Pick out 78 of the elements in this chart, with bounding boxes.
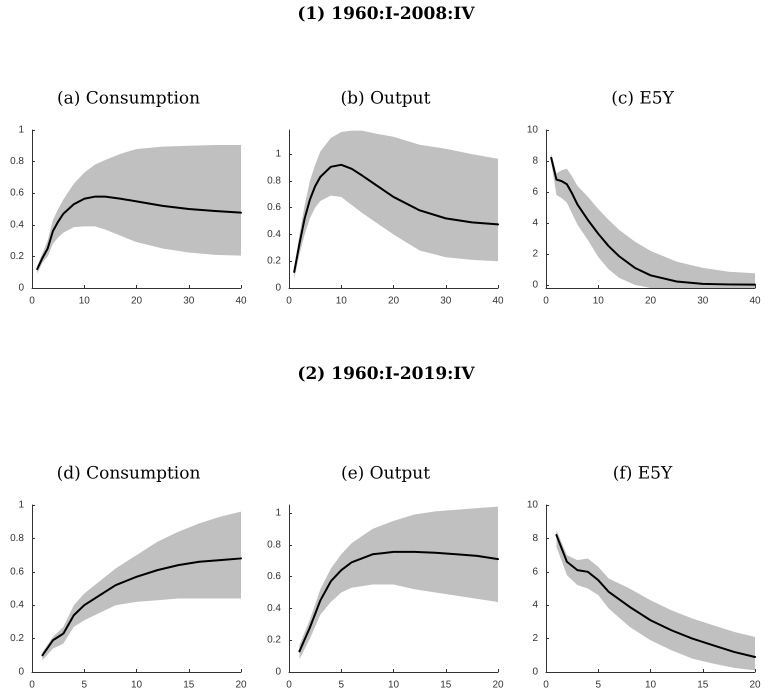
y-tick-label: 0 — [532, 666, 538, 678]
x-tick-label: 20 — [130, 296, 142, 306]
y-tick-label: 1 — [18, 124, 24, 136]
y-tick-label: 0 — [532, 279, 538, 290]
x-tick-label: 0 — [543, 296, 550, 306]
y-tick-label: 0.2 — [10, 633, 24, 644]
x-tick-label: 20 — [644, 296, 656, 306]
x-tick-label: 20 — [235, 680, 247, 690]
y-tick-label: 8 — [532, 532, 538, 544]
y-tick-label: 0.6 — [267, 571, 282, 582]
text: (1) 1960:I-2008:IV — [296, 4, 476, 24]
y-tick-label: 0.2 — [10, 250, 24, 262]
x-tick-label: 5 — [81, 680, 88, 690]
x-tick-label: 5 — [595, 680, 602, 690]
y-tick-label: 4 — [532, 217, 538, 228]
line-series — [41, 557, 242, 656]
y-tick-label: 0.8 — [10, 156, 24, 168]
x-tick-label: 0 — [29, 680, 36, 690]
line-series — [36, 196, 242, 270]
x-tick-label: 0 — [543, 680, 550, 690]
y-tick-label: 0 — [275, 282, 282, 294]
x-tick-label: 20 — [492, 680, 504, 690]
x-tick-label: 5 — [338, 680, 344, 690]
chart-title: (b) Output — [340, 88, 431, 108]
x-tick-label: 15 — [183, 680, 195, 690]
x-tick-label: 10 — [130, 680, 142, 690]
y-tick-label: 0.4 — [267, 228, 282, 240]
x-tick-label: 0 — [286, 680, 292, 690]
y-tick-label: 1 — [18, 500, 24, 510]
y-tick-label: 8 — [532, 155, 538, 166]
y-tick-label: 10 — [526, 500, 538, 510]
y-tick-label: 0.6 — [10, 566, 24, 578]
x-tick-label: 10 — [78, 296, 90, 306]
y-tick-label: 0 — [18, 282, 24, 294]
y-tick-label: 0 — [18, 666, 24, 678]
y-tick-label: 1 — [275, 507, 282, 518]
y-tick-label: 0.4 — [10, 600, 24, 611]
y-tick-label: 0.8 — [267, 175, 282, 186]
y-tick-label: 4 — [532, 600, 538, 611]
x-tick-label: 30 — [440, 296, 452, 306]
x-tick-label: 0 — [29, 296, 36, 306]
y-tick-label: 1 — [275, 148, 282, 160]
y-tick-label: 10 — [526, 124, 538, 136]
line-series — [293, 164, 499, 273]
y-tick-label: 0.6 — [10, 188, 24, 199]
chart-title: (f) E5Y — [612, 464, 673, 484]
x-tick-label: 20 — [749, 680, 761, 690]
x-tick-label: 40 — [492, 296, 504, 306]
chart-title: (a) Consumption — [56, 88, 200, 108]
x-tick-label: 40 — [749, 296, 761, 306]
x-tick-label: 15 — [440, 680, 452, 690]
line-series — [298, 550, 499, 652]
x-tick-label: 10 — [644, 680, 656, 690]
y-tick-label: 0.2 — [267, 634, 282, 646]
chart-title: (d) Consumption — [56, 464, 200, 484]
x-tick-label: 10 — [388, 680, 400, 690]
x-tick-label: 40 — [235, 296, 247, 306]
x-tick-label: 30 — [697, 296, 709, 306]
y-tick-label: 0.6 — [267, 202, 282, 214]
x-tick-label: 10 — [336, 296, 348, 306]
y-tick-label: 0.2 — [267, 256, 282, 267]
y-tick-label: 0.4 — [10, 219, 24, 230]
x-tick-label: 10 — [592, 296, 604, 306]
y-tick-label: 6 — [532, 566, 538, 578]
x-tick-label: 20 — [388, 296, 400, 306]
chart-title: (c) E5Y — [611, 88, 675, 108]
y-tick-label: 6 — [532, 186, 538, 198]
chart-title: (e) Output — [340, 464, 430, 484]
x-tick-label: 0 — [286, 296, 292, 306]
y-tick-label: 2 — [532, 633, 538, 644]
y-tick-label: 0.8 — [10, 532, 24, 544]
x-tick-label: 15 — [697, 680, 709, 690]
y-tick-label: 0.4 — [267, 602, 282, 614]
y-tick-label: 0 — [275, 666, 282, 678]
y-tick-label: 2 — [532, 248, 538, 260]
y-tick-label: 0.8 — [267, 539, 282, 550]
x-tick-label: 30 — [183, 296, 195, 306]
text: (2) 1960:I-2019:IV — [296, 364, 476, 384]
